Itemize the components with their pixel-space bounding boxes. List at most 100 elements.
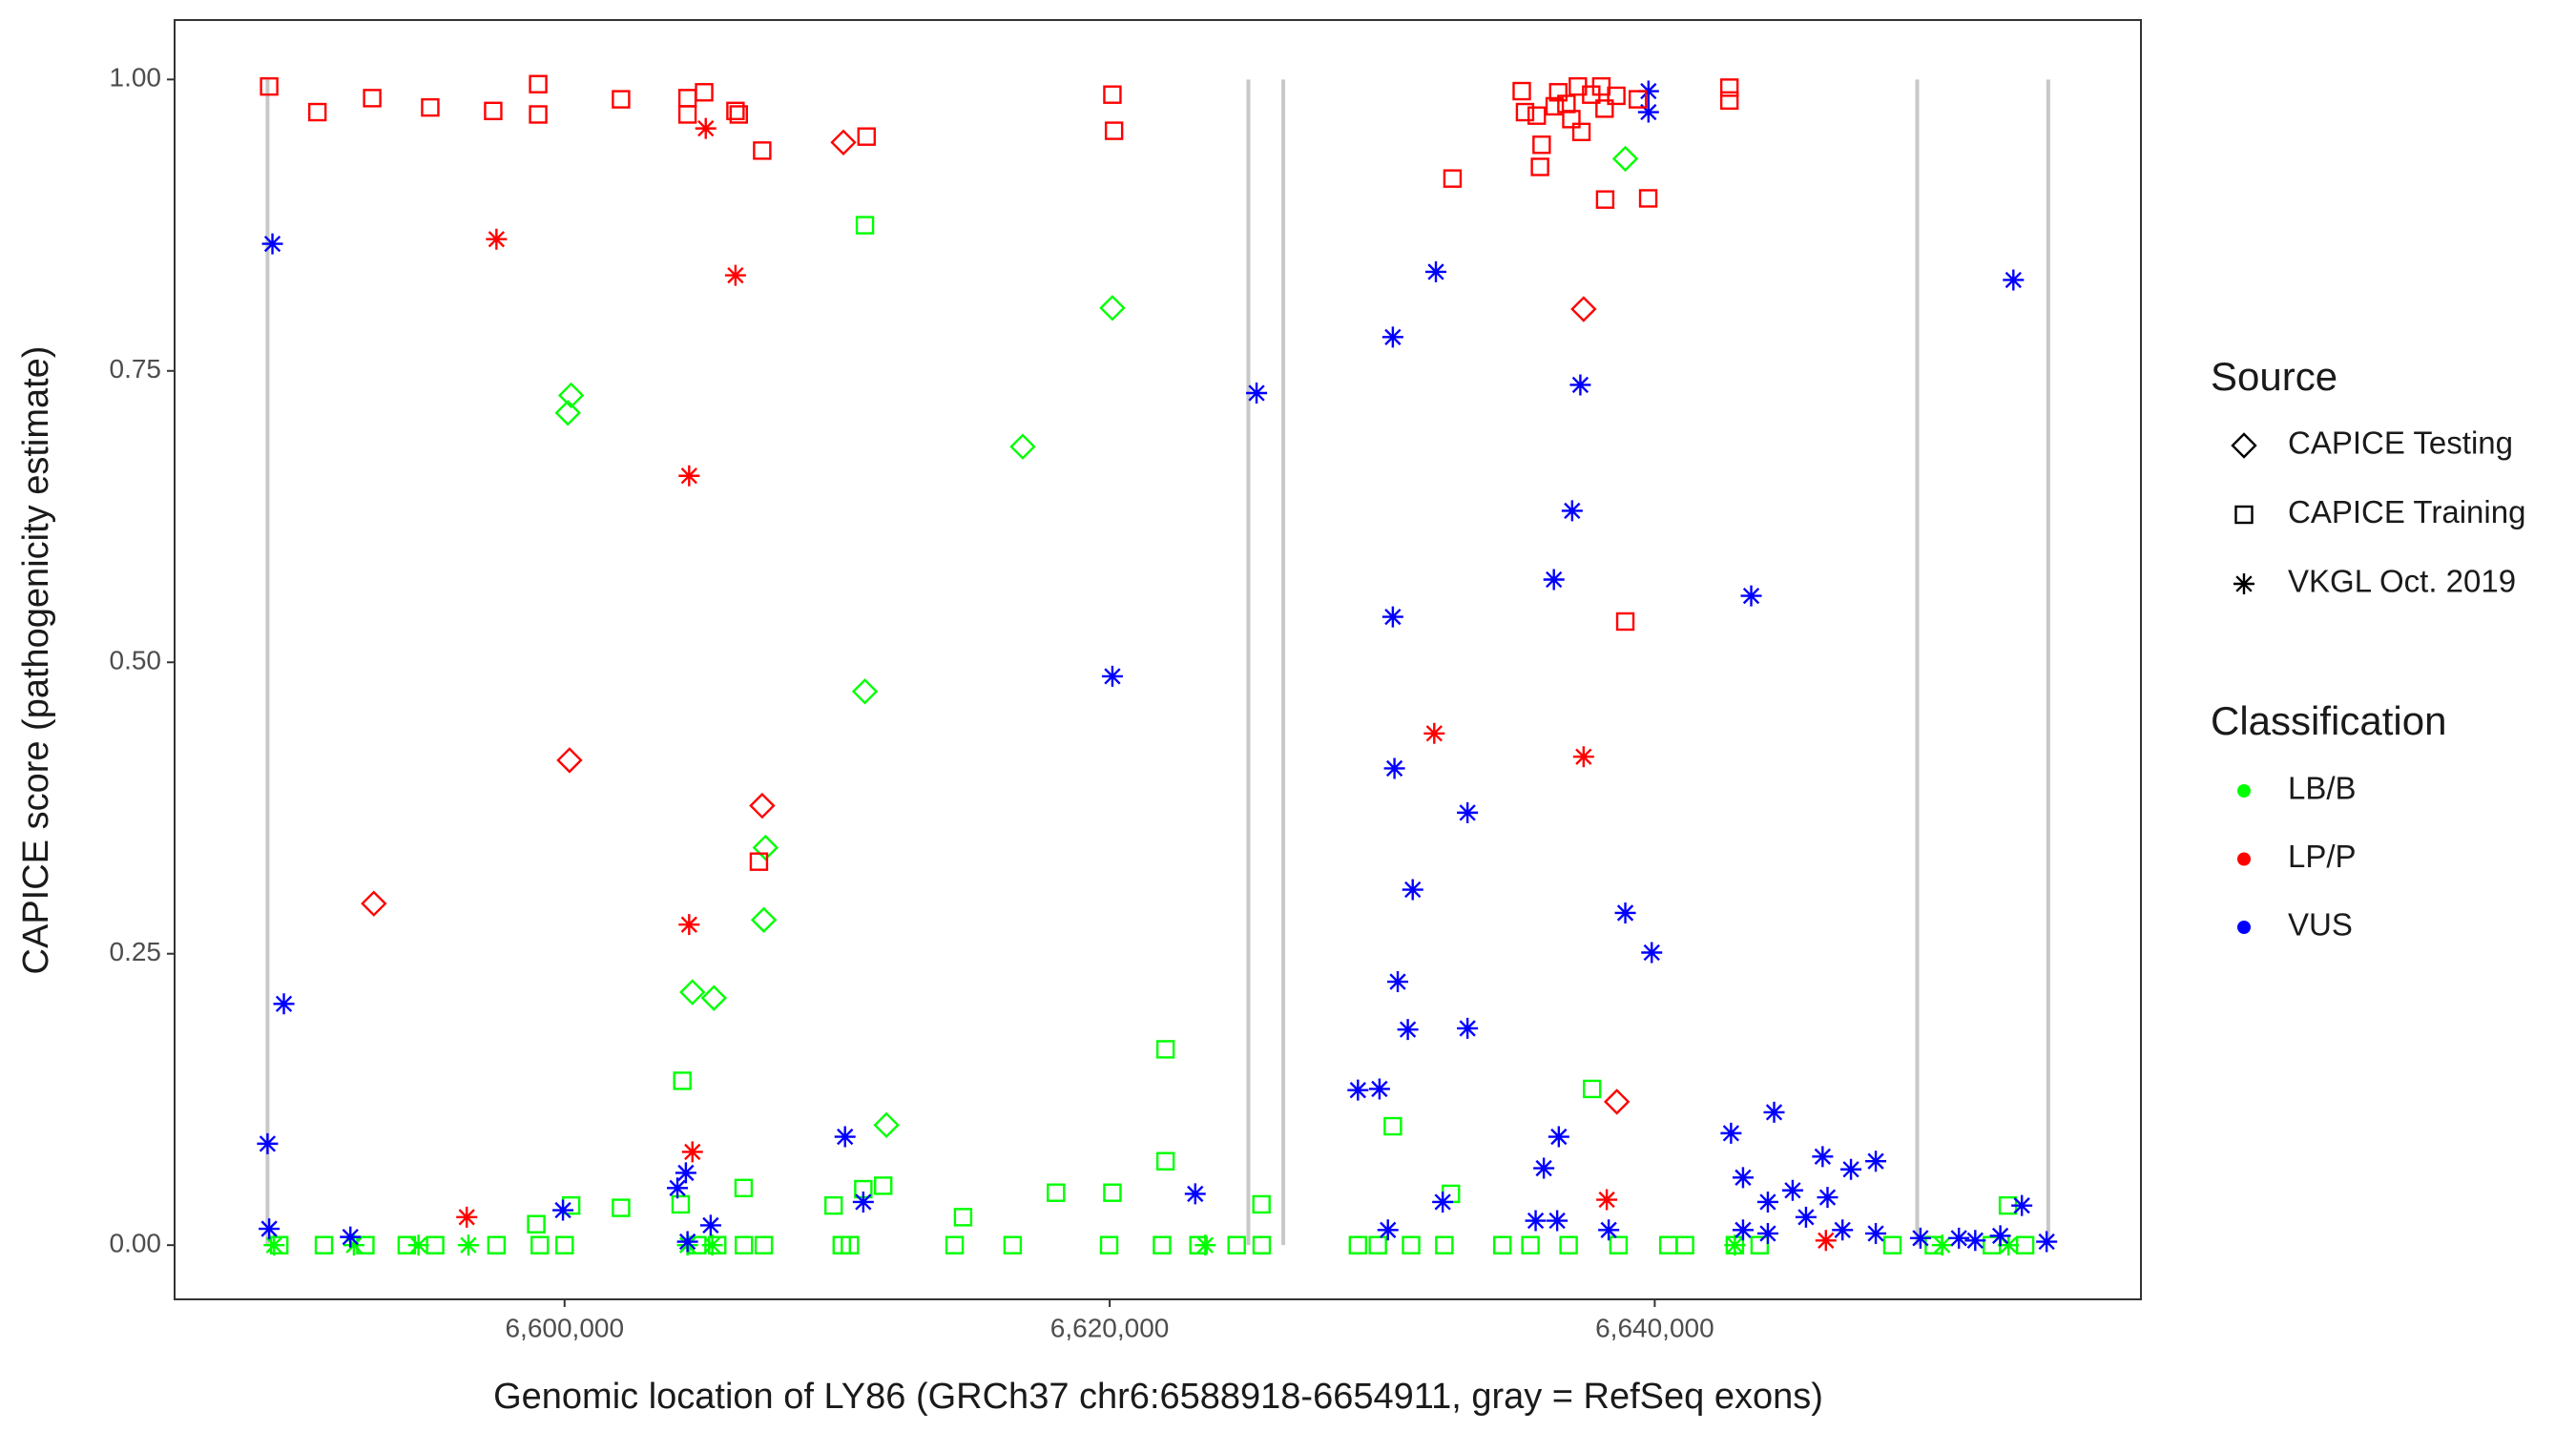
point — [749, 792, 776, 819]
point — [1572, 746, 1594, 768]
point — [695, 117, 717, 139]
point — [1368, 1235, 1387, 1255]
point — [1641, 942, 1663, 964]
legend-label: CAPICE Training — [2288, 494, 2525, 529]
point — [754, 1235, 774, 1255]
point — [678, 465, 700, 487]
point — [1381, 326, 1403, 348]
point — [1569, 374, 1591, 396]
point — [695, 83, 714, 102]
point — [1719, 78, 1739, 97]
point — [554, 400, 581, 426]
point — [263, 1234, 285, 1256]
point — [1740, 585, 1762, 607]
point — [841, 1235, 860, 1255]
point — [555, 1235, 574, 1255]
point — [1457, 801, 1479, 823]
panel-border — [174, 19, 2142, 1300]
point — [257, 1132, 279, 1154]
legend-title: Classification — [2211, 698, 2446, 743]
point — [752, 834, 779, 861]
legend-key — [2237, 921, 2251, 934]
point — [361, 890, 387, 917]
point — [1611, 145, 1639, 173]
point — [530, 1235, 550, 1255]
point — [1227, 1235, 1246, 1255]
point — [1155, 1151, 1175, 1171]
point — [699, 1214, 721, 1236]
point — [1423, 722, 1445, 744]
point — [1515, 102, 1535, 122]
point — [1402, 879, 1423, 901]
point — [1101, 665, 1123, 687]
point — [1614, 902, 1636, 923]
point — [857, 127, 876, 146]
point — [945, 1235, 965, 1255]
y-tick-label: 0.00 — [110, 1229, 162, 1258]
point — [1964, 1230, 1986, 1252]
point — [1948, 1227, 1970, 1249]
point — [1559, 1235, 1578, 1255]
point — [1719, 91, 1739, 111]
point — [273, 993, 295, 1015]
point — [673, 1071, 692, 1090]
point — [1595, 99, 1614, 118]
point — [527, 1214, 546, 1234]
point — [1153, 1235, 1172, 1255]
point — [1603, 1089, 1631, 1115]
legend-label: LB/B — [2288, 771, 2357, 806]
legend-label: VUS — [2288, 907, 2353, 943]
point — [1003, 1235, 1023, 1255]
point — [724, 264, 746, 286]
legend-key — [2231, 432, 2257, 459]
point — [1155, 1040, 1175, 1059]
point — [1368, 1078, 1390, 1100]
point — [1598, 1219, 1620, 1241]
point — [612, 1198, 631, 1217]
point — [1562, 110, 1581, 129]
point — [1397, 1019, 1419, 1041]
point — [307, 102, 327, 122]
point — [678, 914, 700, 936]
point — [700, 985, 728, 1011]
legend-key — [2234, 505, 2254, 525]
point — [1457, 1017, 1479, 1039]
point — [830, 129, 857, 156]
point — [1615, 612, 1635, 632]
y-axis-title: CAPICE score (pathogenicity estimate) — [16, 346, 56, 975]
legend-key — [2237, 784, 2251, 798]
point — [1099, 295, 1126, 321]
point — [855, 216, 875, 235]
point — [1763, 1101, 1785, 1123]
point — [261, 233, 283, 255]
point — [407, 1234, 429, 1256]
point — [1865, 1151, 1887, 1172]
point — [726, 101, 745, 121]
point — [1596, 1189, 1618, 1211]
point — [1595, 190, 1615, 209]
point — [1348, 1235, 1368, 1255]
point — [1607, 86, 1626, 106]
point — [851, 678, 879, 705]
legend-key — [2233, 573, 2254, 594]
point — [1637, 101, 1659, 123]
point — [1840, 1158, 1862, 1180]
point — [557, 382, 585, 409]
point — [421, 97, 440, 117]
point — [1750, 1235, 1770, 1255]
point — [1252, 1235, 1272, 1255]
point — [735, 1235, 754, 1255]
point — [1099, 1235, 1119, 1255]
point — [552, 1199, 574, 1221]
point — [729, 105, 749, 124]
point — [953, 1208, 973, 1227]
point — [484, 101, 503, 121]
point — [1815, 1230, 1837, 1252]
point — [1732, 1167, 1754, 1189]
point — [1561, 500, 1583, 522]
point — [487, 1235, 507, 1255]
point — [750, 906, 778, 933]
point — [2003, 269, 2025, 291]
point — [676, 1231, 698, 1253]
point — [612, 90, 631, 109]
